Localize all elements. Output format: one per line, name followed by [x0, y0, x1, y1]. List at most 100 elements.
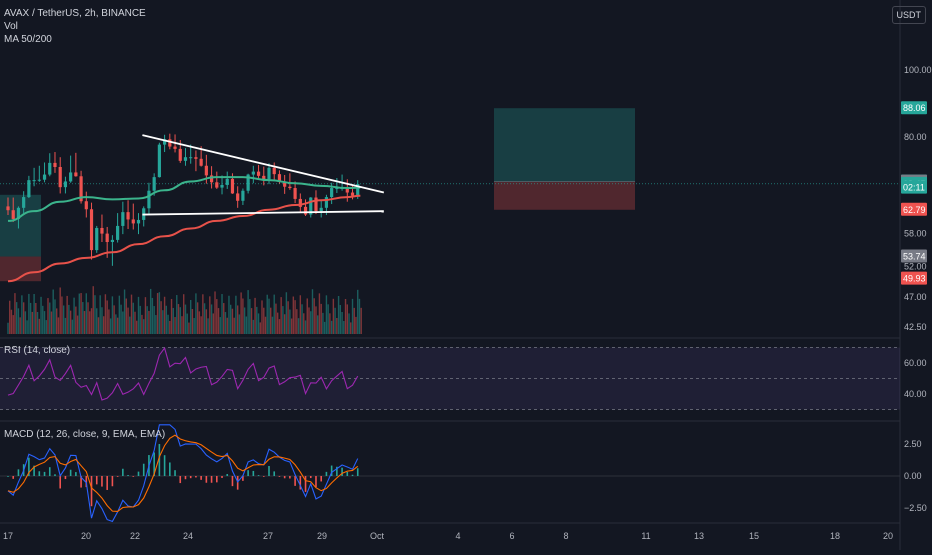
prev-target-zone [0, 194, 41, 257]
candle-body [32, 180, 36, 182]
volume-bar [82, 302, 84, 334]
candle-body [63, 181, 68, 188]
candle-body [298, 198, 302, 207]
volume-bar [83, 311, 86, 334]
macd-legend[interactable]: MACD (12, 26, close, 9, EMA, EMA) [4, 428, 165, 441]
time-axis-tick: 29 [317, 531, 327, 541]
volume-bar [282, 306, 284, 334]
volume-bar [301, 304, 303, 334]
volume-bar [184, 304, 187, 334]
volume-bar [170, 298, 173, 334]
candle-body [267, 167, 271, 180]
volume-bar [78, 293, 81, 334]
volume-bar [296, 309, 298, 334]
volume-bar [101, 307, 103, 334]
volume-bar [90, 308, 93, 334]
candle-body [11, 210, 15, 219]
price-axis-tick: 58.00 [904, 229, 927, 239]
candle-body [37, 179, 41, 181]
volume-bar [45, 320, 47, 334]
volume-bar [261, 300, 263, 334]
ma-indicator-label[interactable]: MA 50/200 [4, 34, 52, 45]
candle-body [147, 190, 151, 209]
volume-bar [191, 309, 194, 334]
volume-bar [212, 313, 215, 334]
macd-hist-bar [341, 467, 343, 476]
volume-bar [54, 299, 56, 334]
volume-bar [47, 298, 49, 334]
volume-bar [287, 301, 289, 334]
macd-hist-bar [90, 476, 93, 507]
macd-title: MACD (12, 26, close, 9, EMA, EMA) [4, 429, 166, 440]
macd-hist-bar [153, 452, 155, 476]
macd-hist-bar [64, 476, 67, 480]
candle-body [309, 197, 313, 215]
volume-bar [297, 318, 300, 334]
currency-button[interactable]: USDT [891, 6, 926, 24]
volume-bar [243, 307, 246, 334]
long-stop-zone [494, 181, 635, 210]
macd-hist-bar [262, 476, 265, 477]
time-axis-tick: 17 [3, 531, 13, 541]
price-axis-tick: 42.50 [904, 322, 927, 332]
rsi-legend[interactable]: RSI (14, close) [4, 344, 70, 357]
volume-bar [280, 297, 282, 334]
volume-bar [137, 296, 140, 334]
candle-body [126, 212, 130, 220]
volume-bar [141, 314, 143, 334]
volume-bar [315, 306, 317, 334]
candle-body [178, 148, 182, 161]
volume-bar [313, 298, 315, 334]
macd-hist-bar [28, 457, 30, 476]
macd-hist-bar [356, 468, 359, 476]
candle-body [136, 219, 141, 224]
candle-body [27, 180, 31, 198]
candle-body [356, 184, 360, 196]
macd-hist-bar [330, 465, 333, 476]
volume-bar [304, 320, 307, 334]
time-axis-tick: 27 [263, 531, 273, 541]
volume-bar [336, 318, 338, 334]
volume-bar [116, 317, 119, 334]
macd-hist-bar [17, 469, 20, 476]
vol-indicator-label[interactable]: Vol [4, 21, 18, 32]
macd-axis-tick: 2.50 [904, 439, 922, 449]
candle-body [194, 157, 198, 159]
volume-bar [299, 295, 302, 334]
volume-bar [195, 293, 197, 334]
volume-bar [270, 307, 272, 334]
volume-bar [327, 304, 329, 334]
candle-body [314, 197, 318, 212]
volume-bar [92, 286, 94, 334]
volume-bar [320, 303, 322, 334]
volume-bar [263, 307, 265, 334]
volume-bar [318, 293, 321, 334]
candle-body [209, 175, 214, 183]
candle-body [215, 182, 219, 188]
volume-bar [202, 294, 204, 334]
macd-hist-bar [158, 443, 161, 476]
volume-bar [36, 312, 39, 334]
volume-bar [264, 316, 267, 334]
volume-bar [89, 311, 91, 334]
price-label-box [901, 202, 927, 216]
price-label: 88.06 [903, 103, 926, 113]
price-legend: AVAX / TetherUS, 2h, BINANCE Vol MA 50/2… [4, 7, 146, 46]
candle-body [236, 193, 240, 201]
macd-axis-tick: 0.00 [904, 471, 922, 481]
volume-bar [311, 289, 314, 334]
volume-bar [346, 304, 348, 334]
volume-bar [143, 319, 145, 334]
volume-bar [257, 313, 260, 334]
macd-hist-bar [247, 470, 249, 476]
macd-hist-bar [273, 471, 276, 476]
candle-body [350, 192, 355, 196]
volume-bar [329, 313, 331, 334]
volume-bar [52, 289, 54, 334]
volume-bar [136, 320, 138, 334]
volume-bar [120, 304, 122, 334]
volume-bar [97, 317, 100, 334]
candle-body [204, 165, 208, 176]
